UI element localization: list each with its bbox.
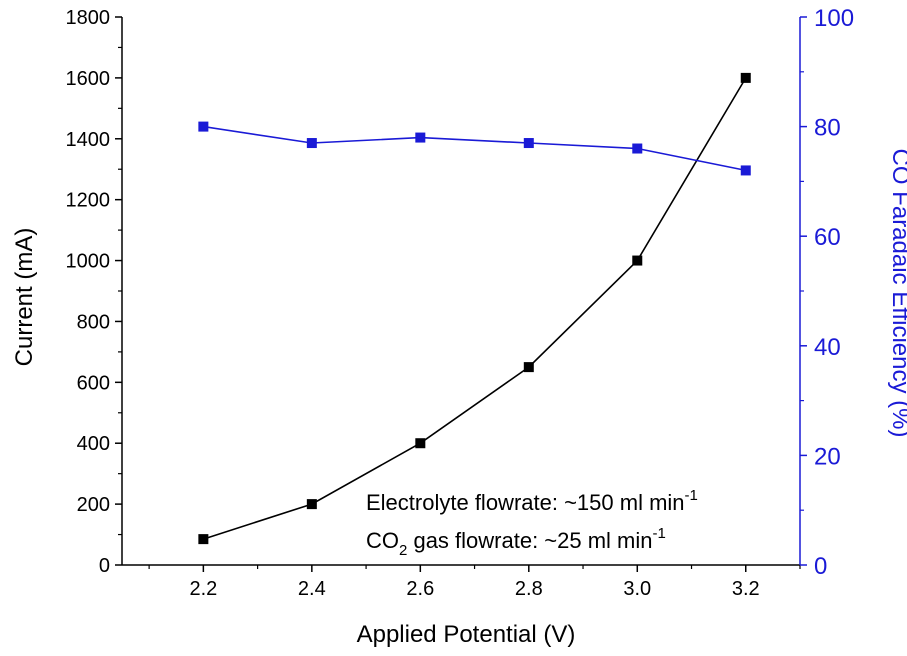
series-1-point	[523, 362, 534, 373]
y-left-tick-label: 1600	[66, 68, 111, 90]
y-right-tick-label: 20	[814, 443, 841, 470]
series-1-point	[306, 499, 317, 510]
axes-layer: 2.2 2.4 2.6 2.8 3.0 3.20200400600800100012001…	[66, 5, 855, 600]
x-tick-label: 2.8	[515, 578, 543, 600]
x-tick-label: 2.2	[189, 578, 217, 600]
series-layer	[198, 72, 751, 545]
y-axis-right-title: CO Faradaic Efficiency (%)	[887, 149, 907, 438]
x-tick-label: 2.4	[298, 578, 326, 600]
series-1-point	[198, 534, 209, 545]
series-2-point	[198, 121, 209, 132]
series-1-point	[415, 438, 426, 449]
y-left-tick-label: 1200	[66, 190, 111, 212]
series-1-point	[632, 255, 643, 266]
series-2-point	[632, 143, 643, 154]
y-left-tick-label: 0	[99, 555, 110, 577]
annotation-2: CO2 gas flowrate: ~25 ml min-1	[366, 525, 666, 559]
y-left-tick-label: 1000	[66, 251, 111, 273]
series-2-point	[523, 138, 534, 149]
y-left-tick-label: 1800	[66, 7, 111, 29]
y-right-tick-label: 60	[814, 224, 841, 251]
y-right-tick-label: 80	[814, 115, 841, 142]
series-2-point	[415, 132, 426, 143]
series-1-line	[203, 77, 747, 540]
y-left-tick-label: 800	[77, 311, 110, 333]
y-left-tick-label: 1400	[66, 129, 111, 151]
x-tick-label: 3.0	[623, 578, 651, 600]
annotation-1: Electrolyte flowrate: ~150 ml min-1	[366, 487, 698, 515]
x-tick-label: 3.2	[732, 578, 760, 600]
y-left-tick-label: 600	[77, 372, 110, 394]
series-2-point	[740, 165, 751, 176]
x-tick-label: 2.6	[406, 578, 434, 600]
y-left-tick-label: 400	[77, 433, 110, 455]
y-left-tick-label: 200	[77, 494, 110, 516]
series-1-point	[740, 72, 751, 83]
y-right-tick-label: 40	[814, 334, 841, 361]
series-2-line	[203, 125, 746, 172]
annotations: Electrolyte flowrate: ~150 ml min-1 CO2 g…	[366, 487, 698, 559]
y-right-tick-label: 100	[814, 5, 854, 32]
series-2-point	[306, 138, 317, 149]
y-axis-left-title: Current (mA)	[11, 228, 38, 367]
x-axis-title: Applied Potential (V)	[357, 621, 576, 648]
y-right-tick-label: 0	[814, 553, 827, 580]
